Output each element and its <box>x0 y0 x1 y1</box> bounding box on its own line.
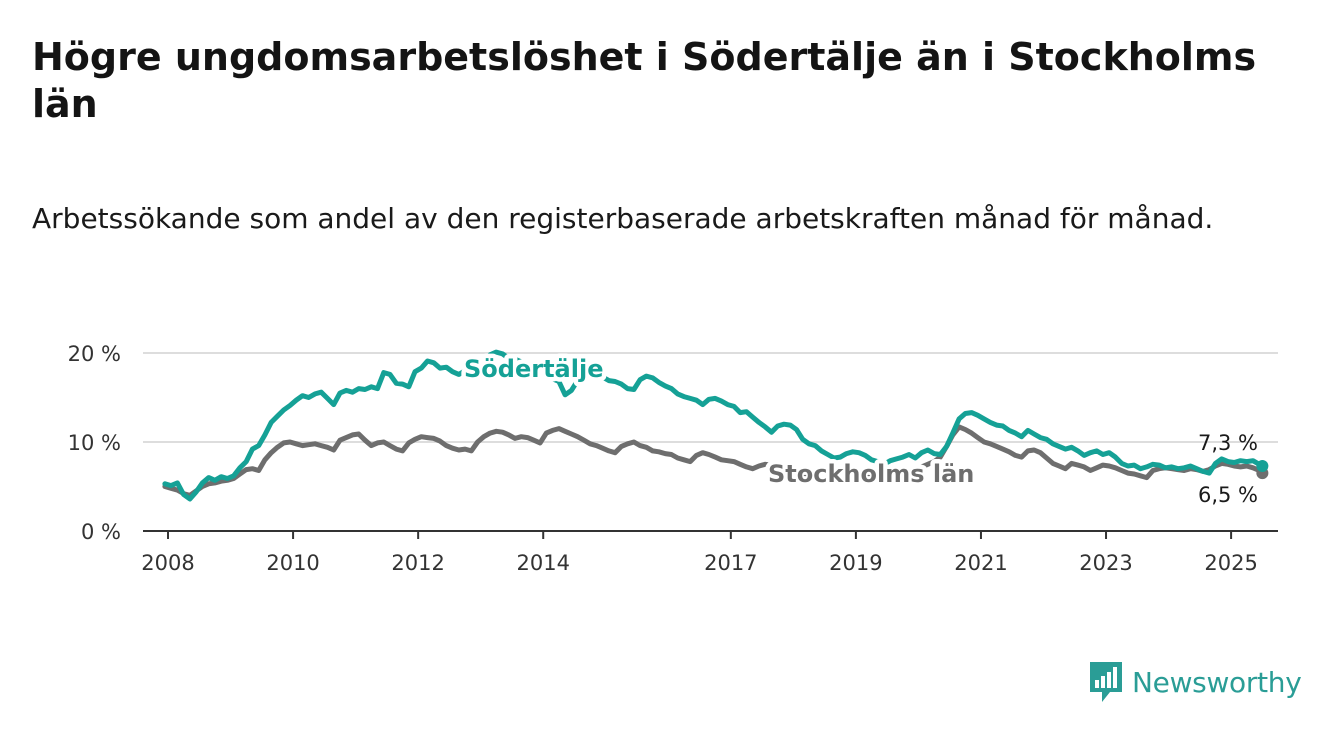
y-tick-label: 10 % <box>68 431 121 455</box>
series-label-sodertalje: Södertälje <box>464 355 603 383</box>
gridlines <box>143 352 1278 443</box>
chart-subtitle: Arbetssökande som andel av den registerb… <box>32 202 1214 235</box>
x-tick-label: 2008 <box>141 551 194 575</box>
end-value-stockholms-lan: 6,5 % <box>1198 483 1258 507</box>
series-line-stockholms-län <box>162 424 1265 498</box>
series-lines <box>162 349 1269 502</box>
x-tick-label: 2012 <box>391 551 444 575</box>
brand-name: Newsworthy <box>1132 665 1302 699</box>
series-label-stockholms-lan: Stockholms län <box>768 460 974 488</box>
series-end-point <box>1256 460 1269 473</box>
chart-title: Högre ungdomsarbetslöshet i Södertälje ä… <box>32 35 1257 126</box>
series-label-sodertalje-halo: Södertälje <box>464 355 603 383</box>
bar-chart-logo-icon <box>1090 662 1122 702</box>
y-axis: 0 % 10 % 20 % <box>68 342 121 544</box>
y-tick-label: 0 % <box>81 520 121 544</box>
x-tick-label: 2010 <box>266 551 319 575</box>
series-line-södertälje <box>162 349 1265 502</box>
series-label-stockholms-lan-halo: Stockholms län <box>768 460 974 488</box>
x-tick-label: 2025 <box>1204 551 1257 575</box>
brand-logo[interactable]: Newsworthy <box>1088 660 1302 704</box>
x-tick-label: 2019 <box>829 551 882 575</box>
x-tick-label: 2023 <box>1079 551 1132 575</box>
end-value-sodertalje: 7,3 % <box>1198 431 1258 455</box>
x-tick-label: 2021 <box>954 551 1007 575</box>
x-tick-label: 2017 <box>704 551 757 575</box>
x-axis: 2008 2010 2012 2014 2017 2019 2021 2023 2025 <box>141 530 1278 575</box>
y-tick-label: 20 % <box>68 342 121 366</box>
x-tick-label: 2014 <box>516 551 569 575</box>
